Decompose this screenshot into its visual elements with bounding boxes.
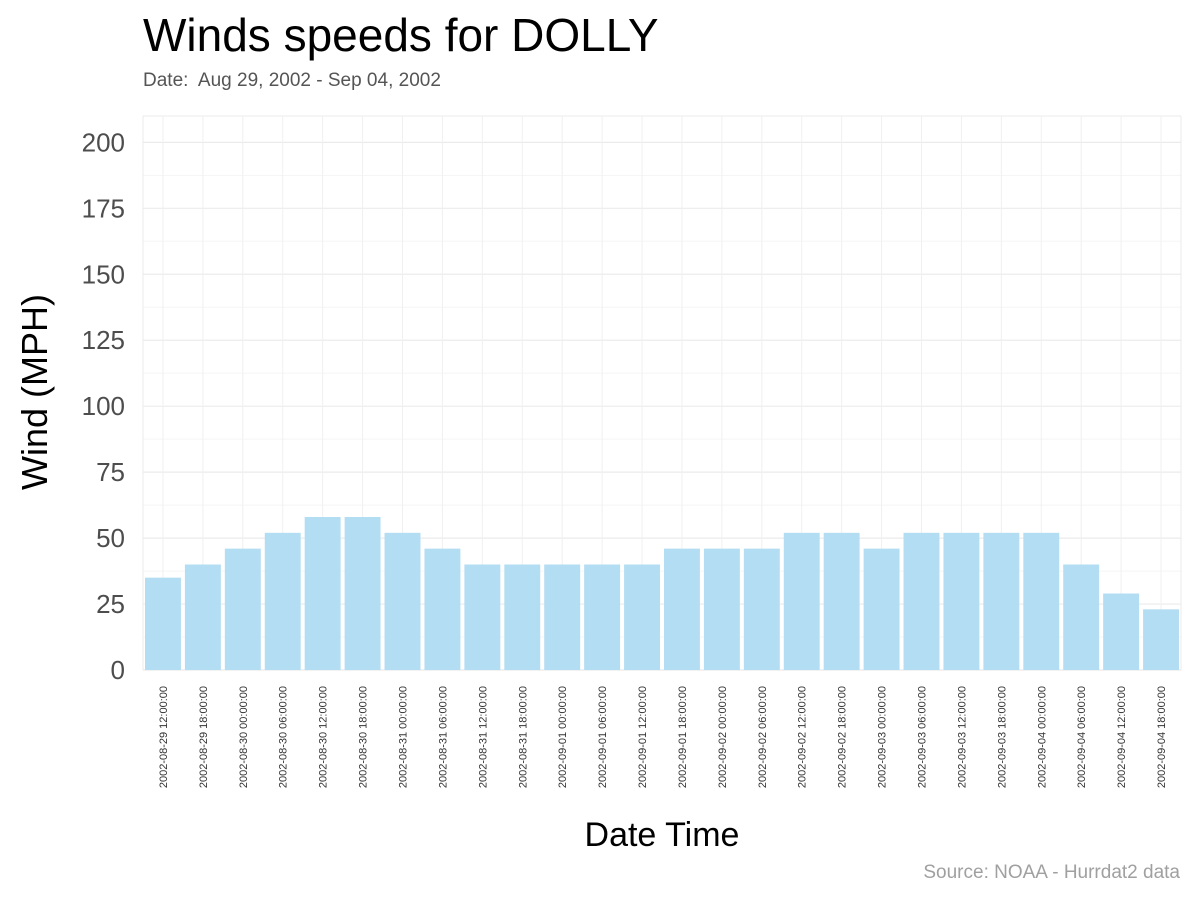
chart-title: Winds speeds for DOLLY <box>143 9 659 61</box>
bar <box>823 532 860 670</box>
y-tick-label: 175 <box>82 193 125 223</box>
bar <box>983 532 1020 670</box>
x-tick-label: 2002-08-29 18:00:00 <box>198 686 210 788</box>
x-tick-label: 2002-09-04 06:00:00 <box>1076 686 1088 788</box>
x-tick-label: 2002-09-01 00:00:00 <box>557 686 569 788</box>
y-tick-labels: 0 25 50 75 100 125 150 175 200 <box>82 127 125 685</box>
bar <box>264 532 301 670</box>
bar <box>584 564 621 670</box>
bar <box>544 564 581 670</box>
bar <box>1143 609 1180 670</box>
bar <box>663 548 700 670</box>
x-tick-label: 2002-09-02 06:00:00 <box>757 686 769 788</box>
x-axis-title: Date Time <box>585 816 740 854</box>
x-tick-label: 2002-09-02 00:00:00 <box>717 686 729 788</box>
bar <box>1023 532 1060 670</box>
bar <box>703 548 740 670</box>
bar <box>504 564 541 670</box>
chart-caption: Source: NOAA - Hurrdat2 data <box>923 862 1180 883</box>
x-tick-label: 2002-09-01 06:00:00 <box>597 686 609 788</box>
y-tick-label: 100 <box>82 391 125 421</box>
x-tick-label: 2002-09-02 12:00:00 <box>797 686 809 788</box>
bar <box>464 564 501 670</box>
chart-subtitle: Date: Aug 29, 2002 - Sep 04, 2002 <box>143 70 441 91</box>
x-tick-label: 2002-08-30 06:00:00 <box>278 686 290 788</box>
x-tick-label: 2002-08-30 00:00:00 <box>238 686 250 788</box>
y-tick-label: 25 <box>96 589 125 619</box>
bar <box>863 548 900 670</box>
x-tick-label: 2002-09-04 18:00:00 <box>1156 686 1168 788</box>
x-tick-label: 2002-09-03 00:00:00 <box>877 686 889 788</box>
bar <box>943 532 980 670</box>
x-tick-label: 2002-09-03 12:00:00 <box>956 686 968 788</box>
bar <box>1103 593 1140 670</box>
y-tick-label: 150 <box>82 259 125 289</box>
bar <box>344 516 381 670</box>
bar <box>783 532 820 670</box>
bar <box>384 532 421 670</box>
bar <box>624 564 661 670</box>
x-tick-label: 2002-08-31 00:00:00 <box>398 686 410 788</box>
bar <box>304 516 341 670</box>
x-tick-label: 2002-08-31 12:00:00 <box>477 686 489 788</box>
y-tick-label: 0 <box>111 655 125 685</box>
x-tick-label: 2002-09-03 06:00:00 <box>917 686 929 788</box>
x-tick-label: 2002-08-31 18:00:00 <box>517 686 529 788</box>
x-tick-label: 2002-09-02 18:00:00 <box>837 686 849 788</box>
x-tick-label: 2002-09-01 18:00:00 <box>677 686 689 788</box>
x-tick-label: 2002-08-30 12:00:00 <box>318 686 330 788</box>
x-tick-label: 2002-08-31 06:00:00 <box>437 686 449 788</box>
x-tick-label: 2002-09-04 12:00:00 <box>1116 686 1128 788</box>
x-tick-label: 2002-08-30 18:00:00 <box>358 686 370 788</box>
x-tick-labels: 2002-08-29 12:00:00 2002-08-29 18:00:00 20… <box>158 686 1168 788</box>
y-axis-title: Wind (MPH) <box>14 294 55 490</box>
bar <box>1063 564 1100 670</box>
y-tick-label: 50 <box>96 523 125 553</box>
bar-layer <box>144 516 1180 670</box>
y-tick-label: 75 <box>96 457 125 487</box>
bar <box>903 532 940 670</box>
x-tick-label: 2002-09-03 18:00:00 <box>996 686 1008 788</box>
bar <box>424 548 461 670</box>
x-tick-label: 2002-09-01 12:00:00 <box>637 686 649 788</box>
bar <box>224 548 261 670</box>
y-tick-label: 125 <box>82 325 125 355</box>
bar <box>184 564 221 670</box>
x-tick-label: 2002-08-29 12:00:00 <box>158 686 170 788</box>
bar <box>743 548 780 670</box>
x-tick-label: 2002-09-04 00:00:00 <box>1036 686 1048 788</box>
y-tick-label: 200 <box>82 127 125 157</box>
bar <box>144 577 181 670</box>
